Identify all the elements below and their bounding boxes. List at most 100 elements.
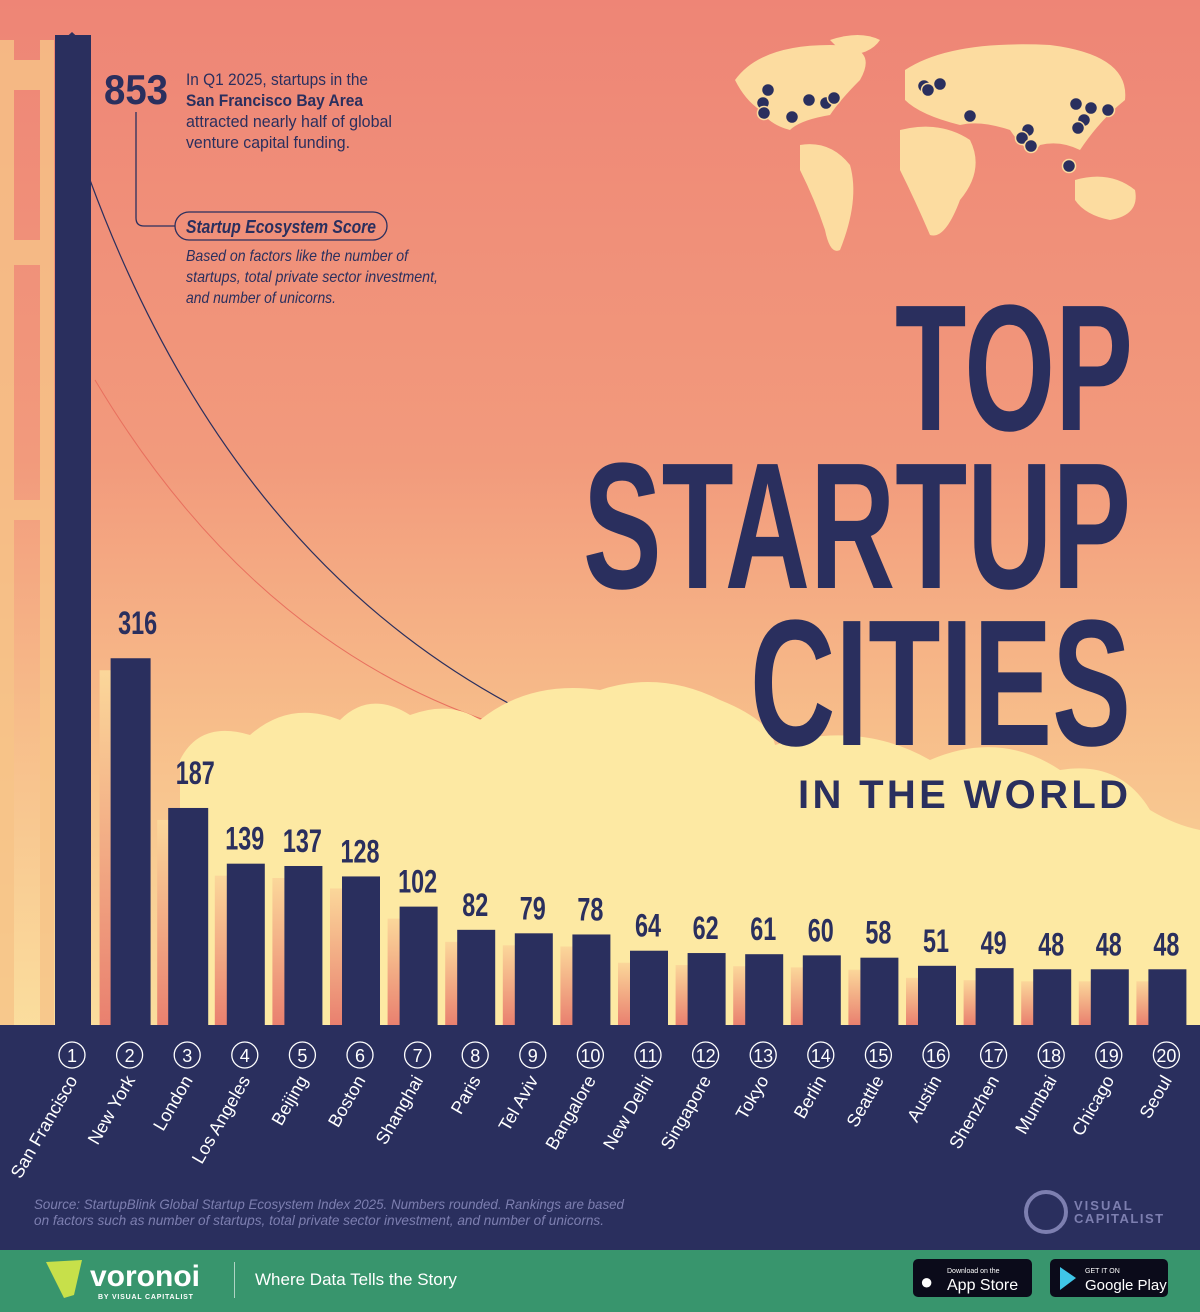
city-dot	[1083, 100, 1099, 116]
rank-circle	[749, 1041, 777, 1069]
rank-circle	[58, 1041, 86, 1069]
value-label: 48	[1153, 926, 1179, 962]
svg-text:San Francisco Bay Area: San Francisco Bay Area	[186, 91, 363, 110]
value-label: 137	[283, 823, 322, 859]
rank-circle	[519, 1041, 547, 1069]
rank-circle	[115, 1041, 144, 1069]
rank-circle	[346, 1041, 374, 1069]
visual-capitalist-logo: VISUAL CAPITALIST	[1024, 1190, 1165, 1234]
bridge-cable	[89, 179, 526, 713]
value-label: 49	[981, 925, 1007, 961]
bar-boston	[342, 876, 380, 1025]
city-dot	[1068, 96, 1084, 112]
svg-text:startups, total private sector: startups, total private sector investmen…	[186, 269, 438, 286]
value-label: 78	[577, 891, 603, 927]
rank-label: 1	[67, 1046, 77, 1066]
city-dots	[755, 76, 1116, 174]
rank-circle	[691, 1041, 720, 1069]
city-dot	[826, 90, 842, 106]
rank-label: 11	[639, 1046, 658, 1066]
rank-label: 12	[696, 1046, 716, 1066]
svg-text:on factors such as number of s: on factors such as number of startups, t…	[34, 1212, 604, 1228]
annotation-text: In Q1 2025, startups in the San Francisc…	[186, 70, 392, 152]
value-label: 316	[118, 605, 157, 641]
title-line-2: STARTUP	[583, 426, 1131, 627]
rank-label: 2	[125, 1046, 135, 1066]
rank-label: 7	[413, 1046, 423, 1066]
rank-label: 13	[753, 1046, 773, 1066]
city-dot	[756, 105, 772, 121]
google-play-icon	[1060, 1267, 1076, 1290]
bars: 316 187 139 137 128 102 82 79 78 64 62 61 60 58 51 49 48…	[55, 32, 1187, 1025]
svg-text:App Store: App Store	[947, 1277, 1018, 1294]
bar-paris	[457, 929, 496, 1025]
value-label: 64	[635, 908, 661, 944]
bar-new-delhi	[630, 950, 668, 1025]
rank-label: 16	[926, 1046, 946, 1066]
value-label: 139	[225, 821, 264, 857]
bar-singapore	[687, 953, 726, 1025]
value-label: 82	[462, 887, 488, 923]
world-map	[735, 35, 1136, 251]
rank-label: 18	[1041, 1046, 1061, 1066]
bridge-tower	[0, 40, 54, 1030]
bar-austin	[918, 965, 956, 1025]
bar-san-francisco	[55, 35, 91, 1025]
bridge-cable-2	[94, 379, 491, 723]
svg-text:VISUAL: VISUAL	[1074, 1198, 1134, 1213]
bar-beijing	[284, 865, 323, 1025]
value-label: 102	[398, 864, 437, 900]
google-play-button[interactable]: GET IT ON Google Play	[1050, 1259, 1168, 1297]
bar-shenzhen	[975, 968, 1014, 1025]
app-store-button[interactable]: ● Download on the App Store	[913, 1259, 1032, 1297]
value-label: 61	[750, 911, 776, 947]
city-dot	[920, 82, 936, 98]
bar-berlin	[802, 955, 841, 1025]
title-subtitle: IN THE WORLD	[798, 773, 1128, 817]
bar-seattle	[860, 957, 899, 1025]
svg-text:attracted nearly half of globa: attracted nearly half of global	[186, 112, 392, 131]
value-label: 187	[176, 755, 215, 791]
rank-label: 9	[528, 1046, 538, 1066]
rank-circle	[807, 1041, 835, 1069]
rank-label: 8	[470, 1046, 480, 1066]
rank-circle	[576, 1041, 605, 1069]
bar-mumbai	[1033, 969, 1072, 1025]
svg-text:GET IT ON: GET IT ON	[1085, 1268, 1120, 1275]
rank-circle	[461, 1041, 489, 1069]
svg-text:Google Play: Google Play	[1085, 1277, 1167, 1294]
city-dot	[1100, 102, 1116, 118]
rank-circle	[288, 1041, 317, 1069]
bar-los-angeles	[226, 863, 265, 1025]
legend-description: Based on factors like the number of star…	[186, 248, 438, 307]
annotation-value: 853	[104, 66, 168, 113]
city-dot	[801, 92, 817, 108]
city-dot	[932, 76, 948, 92]
rank-circle	[864, 1041, 893, 1069]
value-label: 58	[865, 915, 891, 951]
svg-text:venture capital funding.: venture capital funding.	[186, 133, 350, 152]
apple-icon: ●	[920, 1269, 933, 1294]
rank-circle	[979, 1041, 1008, 1069]
value-label: 79	[520, 890, 546, 926]
city-dot	[1061, 158, 1077, 174]
source-note: Source: StartupBlink Global Startup Ecos…	[34, 1196, 625, 1228]
svg-text:Download on the: Download on the	[947, 1268, 1000, 1275]
bar-chicago	[1090, 969, 1129, 1025]
svg-text:CAPITALIST: CAPITALIST	[1074, 1211, 1165, 1226]
svg-text:voronoi: voronoi	[90, 1260, 200, 1293]
voronoi-logo[interactable]: voronoi BY VISUAL CAPITALIST	[46, 1260, 200, 1301]
footer-divider	[234, 1262, 235, 1298]
bar-london	[168, 807, 209, 1025]
rank-label: 14	[811, 1046, 831, 1066]
rank-circle	[173, 1041, 201, 1069]
legend-pill	[174, 211, 388, 241]
svg-text:Source: StartupBlink Global St: Source: StartupBlink Global Startup Ecos…	[34, 1196, 625, 1212]
legend-label: Startup Ecosystem Score	[186, 217, 376, 237]
value-label: 51	[923, 923, 949, 959]
value-label: 48	[1038, 926, 1064, 962]
value-label: 48	[1096, 926, 1122, 962]
rank-label: 6	[355, 1046, 365, 1066]
rank-label: 4	[240, 1046, 250, 1066]
